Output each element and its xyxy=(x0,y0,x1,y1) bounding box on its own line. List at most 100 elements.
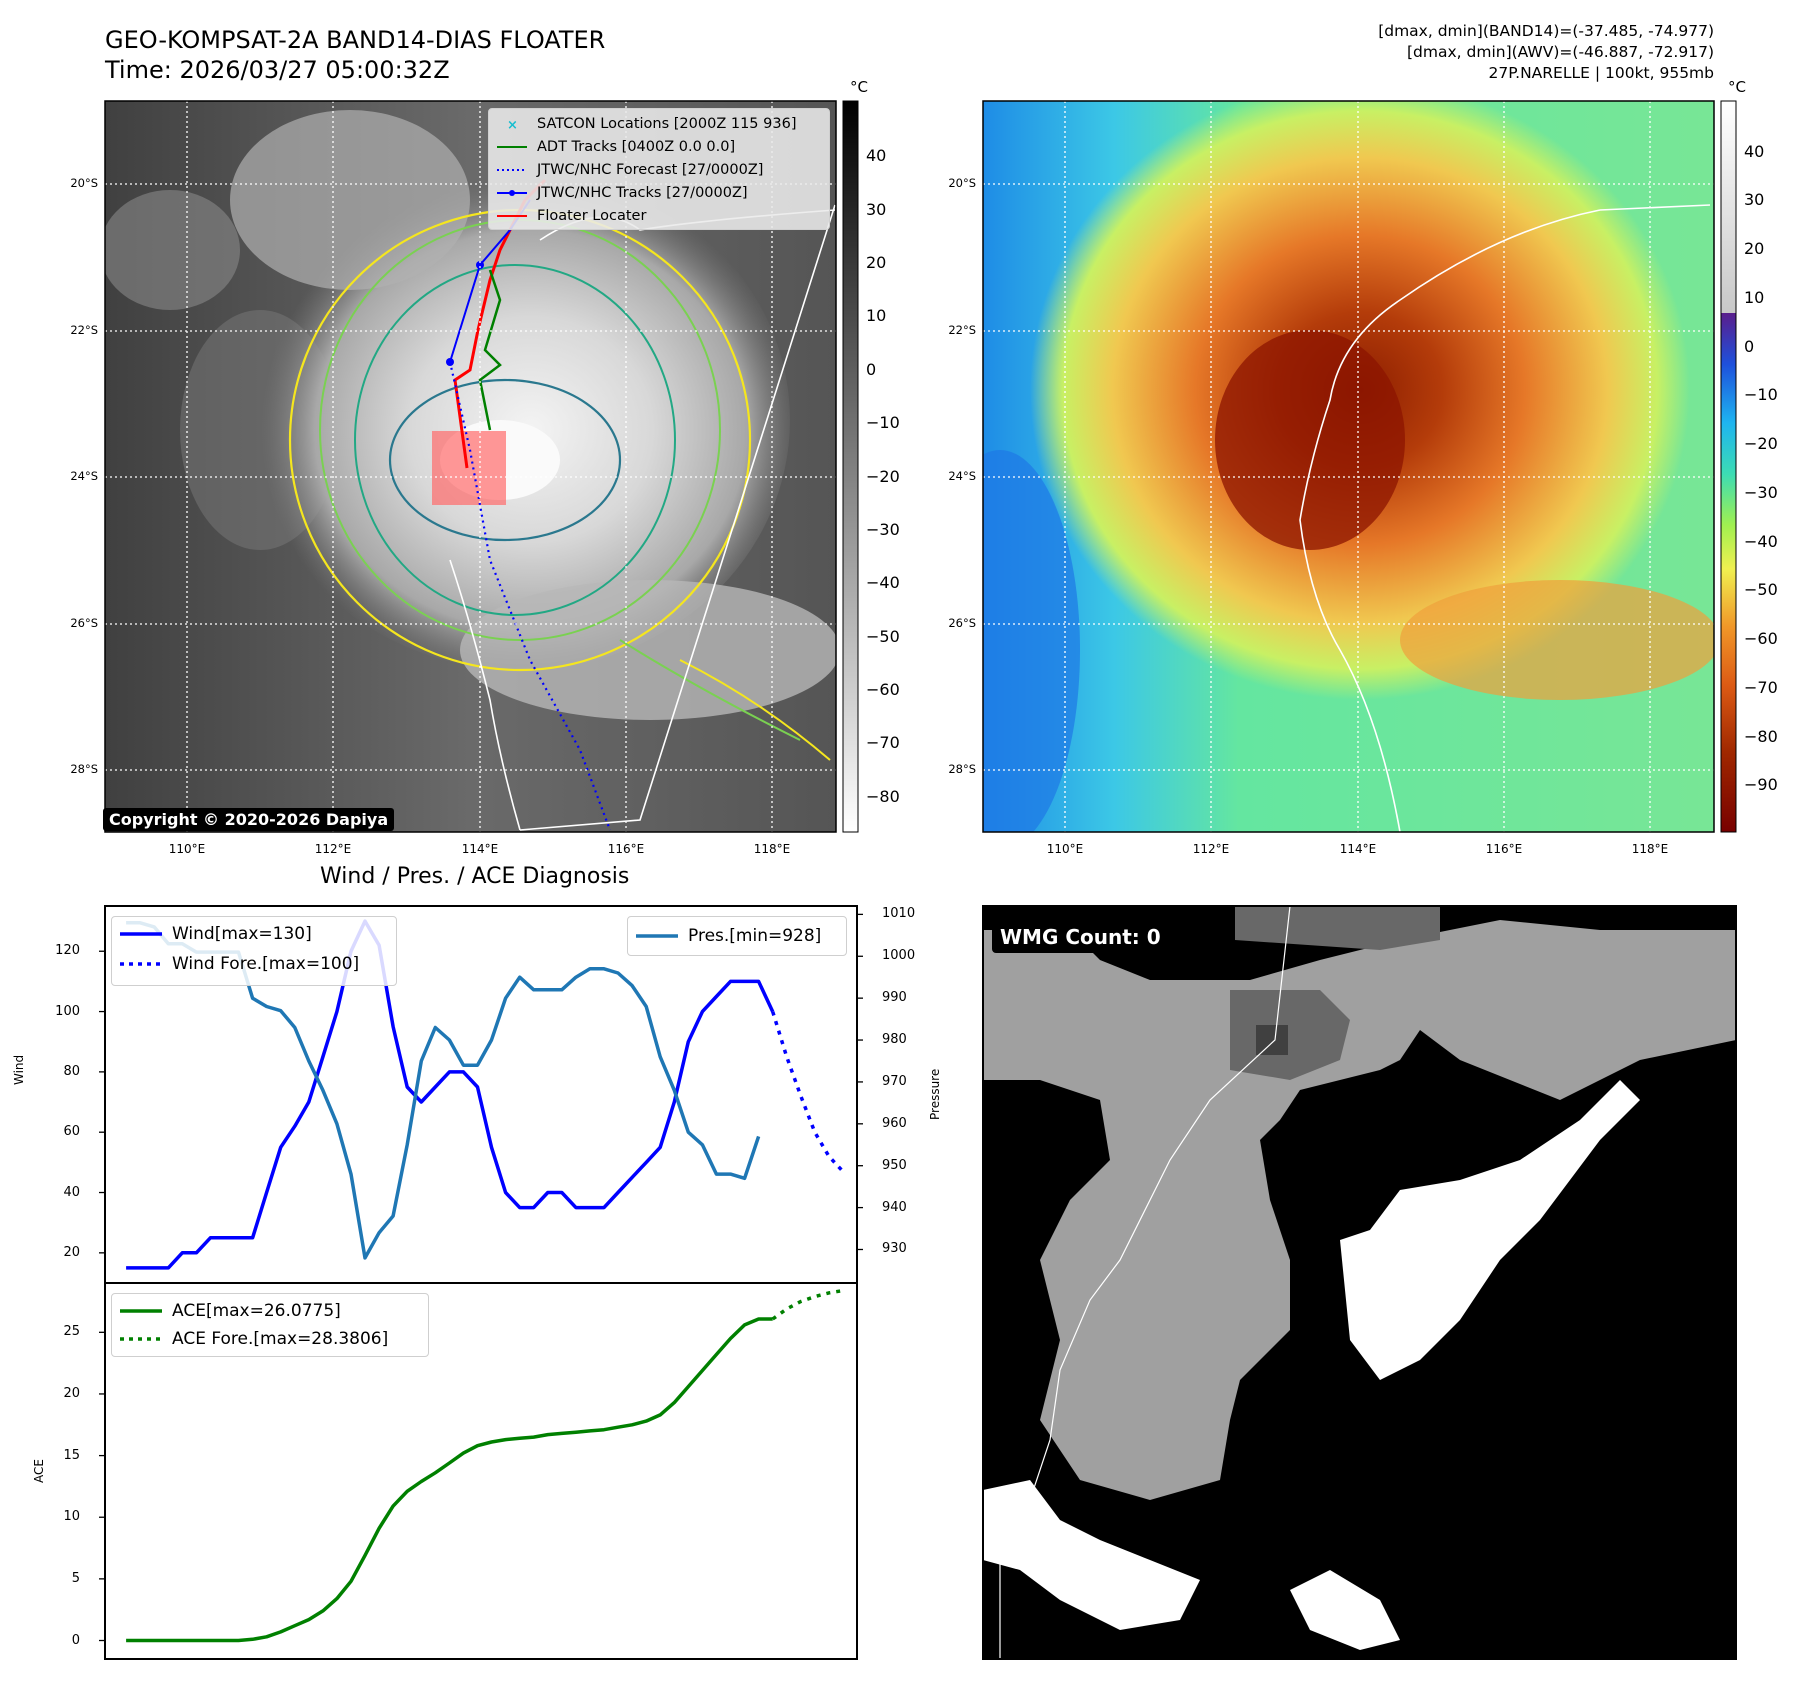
floater-locater-box xyxy=(432,431,506,505)
legend-jtwc-forecast-label: JTWC/NHC Forecast [27/0000Z] xyxy=(537,161,764,178)
enh-colorbar-tick-label: −90 xyxy=(1744,775,1778,795)
enh-frame xyxy=(982,100,1715,833)
ace-ytick-label: 5 xyxy=(71,1570,80,1586)
legend-jtwc-tracks: JTWC/NHC Tracks [27/0000Z] xyxy=(489,181,748,204)
enh-lat-tick-label: 22°S xyxy=(948,323,976,337)
pressure-ytick-label: 940 xyxy=(882,1199,907,1215)
dotted-line-icon xyxy=(120,1337,162,1341)
ace-forecast-line xyxy=(771,1288,844,1321)
sat-colorbar-tick-label: 0 xyxy=(866,359,877,379)
enh-lat-tick-label: 26°S xyxy=(948,616,976,630)
copyright-badge: Copyright © 2020-2026 Dapiya xyxy=(103,808,395,831)
enh-colorbar-tick-label: −50 xyxy=(1744,580,1778,600)
pressure-ytick-label: 960 xyxy=(882,1115,907,1131)
ace-series-line xyxy=(126,1317,773,1643)
wmg-gray-region xyxy=(983,930,1440,1500)
sat-legend: × SATCON Locations [2000Z 115 936] ADT T… xyxy=(488,108,830,230)
enh-colorbar-tick-label: −30 xyxy=(1744,482,1778,502)
pressure-ytick-label: 950 xyxy=(882,1157,907,1173)
pressure-ytick-label: 930 xyxy=(882,1241,907,1257)
wmg-count-badge: WMG Count: 0 xyxy=(992,921,1169,953)
wind-ytick-label: 100 xyxy=(55,1003,80,1019)
wind-ytick-label: 120 xyxy=(55,943,80,959)
pressure-ytick-label: 1000 xyxy=(882,948,916,964)
sat-lat-tick-label: 20°S xyxy=(70,176,98,190)
legend-ace-fore-label: ACE Fore.[max=28.3806] xyxy=(172,1329,389,1349)
svg-text:×: × xyxy=(507,118,518,130)
wmg-frame xyxy=(982,905,1737,1660)
legend-floater-label: Floater Locater xyxy=(537,207,647,224)
legend-ace: ACE[max=26.0775] xyxy=(112,1300,341,1322)
sat-colorbar-tick-label: 30 xyxy=(866,199,887,219)
enh-colorbar-tick-label: 20 xyxy=(1744,239,1765,259)
info-band14-range: [dmax, dmin](BAND14)=(-37.485, -74.977) xyxy=(1378,22,1714,40)
enh-colorbar xyxy=(1720,100,1737,833)
legend-floater: Floater Locater xyxy=(489,204,646,227)
sat-lon-tick-label: 110°E xyxy=(168,842,206,856)
legend-adt: ADT Tracks [0400Z 0.0 0.0] xyxy=(489,135,735,158)
sat-colorbar-tick-label: −10 xyxy=(866,413,900,433)
ace-ytick-label: 10 xyxy=(63,1509,80,1525)
wind-axis-label: Wind xyxy=(12,1054,26,1085)
enh-lat-tick-label: 28°S xyxy=(948,762,976,776)
solid-line-icon xyxy=(497,145,527,148)
sat-colorbar-tick-label: 20 xyxy=(866,253,887,273)
sat-lon-tick-label: 118°E xyxy=(753,842,791,856)
ace-ytick-label: 25 xyxy=(63,1324,80,1340)
enh-colorbar-unit: °C xyxy=(1728,78,1746,96)
sat-frame xyxy=(104,100,837,833)
enh-lon-tick-label: 116°E xyxy=(1485,842,1523,856)
legend-wind-label: Wind[max=130] xyxy=(172,924,312,944)
enh-lon-tick-label: 118°E xyxy=(1631,842,1669,856)
pressure-ytick-label: 1010 xyxy=(882,906,916,922)
enh-colorbar-tick-label: 30 xyxy=(1744,190,1765,210)
enh-colorbar-tick-label: −70 xyxy=(1744,677,1778,697)
sat-lon-tick-label: 112°E xyxy=(314,842,352,856)
legend-ace-label: ACE[max=26.0775] xyxy=(172,1301,341,1321)
wind-series-line xyxy=(126,919,775,1270)
sat-colorbar-tick-label: −60 xyxy=(866,679,900,699)
ace-ytick-label: 20 xyxy=(63,1385,80,1401)
legend-satcon: × SATCON Locations [2000Z 115 936] xyxy=(489,112,796,135)
enhanced-ir-panel xyxy=(983,101,1714,832)
contour-teal xyxy=(354,264,676,616)
pressure-axis-label: Pressure xyxy=(928,1068,942,1120)
legend-jtwc-forecast: JTWC/NHC Forecast [27/0000Z] xyxy=(489,158,763,181)
info-storm-summary: 27P.NARELLE | 100kt, 955mb xyxy=(1488,64,1715,82)
diagnosis-title: Wind / Pres. / ACE Diagnosis xyxy=(320,864,630,889)
coastline-enh xyxy=(1299,204,1711,832)
legend-pres: Pres.[min=928] xyxy=(628,925,821,947)
sat-colorbar-tick-label: −40 xyxy=(866,573,900,593)
sat-colorbar-tick-label: 40 xyxy=(866,146,887,166)
solid-line-icon xyxy=(120,1309,162,1313)
enh-colorbar-tick-label: 0 xyxy=(1744,336,1755,356)
wind-ytick-label: 40 xyxy=(63,1184,80,1200)
legend-adt-label: ADT Tracks [0400Z 0.0 0.0] xyxy=(537,138,736,155)
pressure-ytick-label: 980 xyxy=(882,1032,907,1048)
sat-colorbar-tick-label: −20 xyxy=(866,466,900,486)
jtwc-forecast-track xyxy=(448,361,612,831)
pressure-ytick-label: 990 xyxy=(882,990,907,1006)
x-marker-icon: × xyxy=(507,118,518,130)
enh-lon-tick-label: 112°E xyxy=(1192,842,1230,856)
legend-ace-fore: ACE Fore.[max=28.3806] xyxy=(112,1328,388,1350)
figure-title: GEO-KOMPSAT-2A BAND14-DIAS FLOATER xyxy=(105,26,606,54)
solid-line-icon xyxy=(497,214,527,217)
sat-lat-tick-label: 28°S xyxy=(70,762,98,776)
enh-colorbar-tick-label: −40 xyxy=(1744,531,1778,551)
legend-satcon-label: SATCON Locations [2000Z 115 936] xyxy=(537,115,797,132)
storm-cloud-mass xyxy=(250,170,790,670)
wind-ytick-label: 80 xyxy=(63,1063,80,1079)
sat-lat-tick-label: 24°S xyxy=(70,469,98,483)
dot-line-icon xyxy=(497,189,527,196)
ace-ytick-label: 15 xyxy=(63,1447,80,1463)
legend-wind: Wind[max=130] xyxy=(112,923,312,945)
sat-colorbar-tick-label: 10 xyxy=(866,306,887,326)
contour-blue xyxy=(388,378,622,542)
enh-colorbar-tick-label: 40 xyxy=(1744,141,1765,161)
enh-lat-tick-label: 20°S xyxy=(948,176,976,190)
enh-lon-tick-label: 110°E xyxy=(1046,842,1084,856)
enh-colorbar-tick-label: 10 xyxy=(1744,287,1765,307)
ace-plot xyxy=(126,1288,844,1643)
